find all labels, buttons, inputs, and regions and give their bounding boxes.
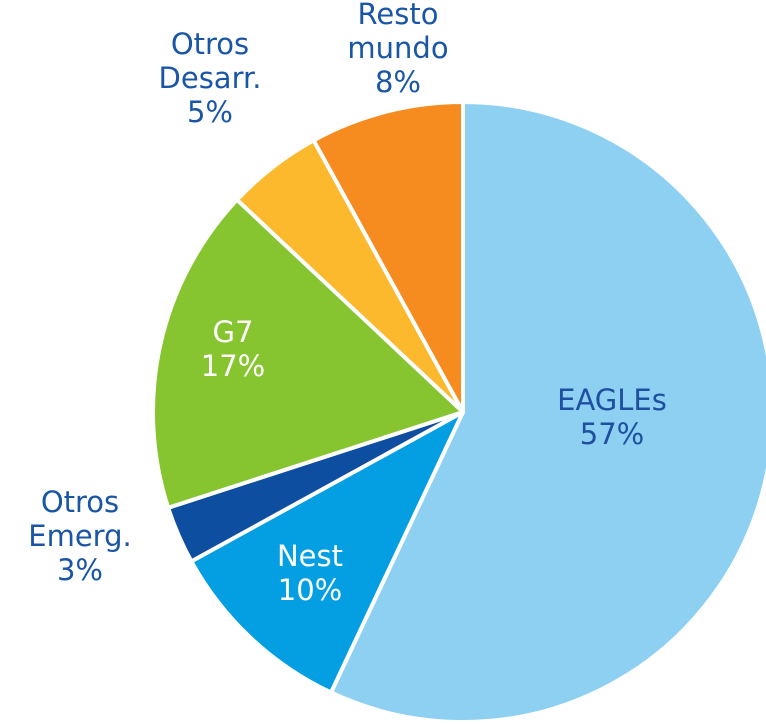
label-line: Resto	[358, 0, 439, 31]
label-line: mundo	[347, 31, 448, 65]
slice-label: Resto mundo	[347, 0, 448, 65]
label-line: Emerg.	[28, 519, 131, 553]
pie-slice	[151, 197, 465, 510]
label-line: Nest	[277, 539, 343, 573]
value-label: 8%	[375, 65, 421, 99]
slice-label: EAGLEs	[557, 383, 667, 417]
value-label: 57%	[580, 417, 644, 451]
slice-label: Otros Emerg.	[28, 485, 131, 553]
label-line: G7	[213, 315, 254, 349]
value-label: 10%	[278, 573, 342, 607]
value-label: 5%	[187, 95, 233, 129]
label-line: Otros	[41, 485, 119, 519]
slice-label: G7	[213, 315, 254, 349]
label-line: Desarr.	[159, 61, 262, 95]
value-label: 17%	[201, 349, 265, 383]
slice-label: Nest	[277, 539, 343, 573]
pie-slice	[189, 410, 465, 695]
value-label: 3%	[57, 553, 103, 587]
pie-slice	[311, 100, 465, 414]
label-line: EAGLEs	[557, 383, 667, 417]
label-line: Otros	[171, 27, 249, 61]
slice-label: Otros Desarr.	[159, 27, 262, 95]
